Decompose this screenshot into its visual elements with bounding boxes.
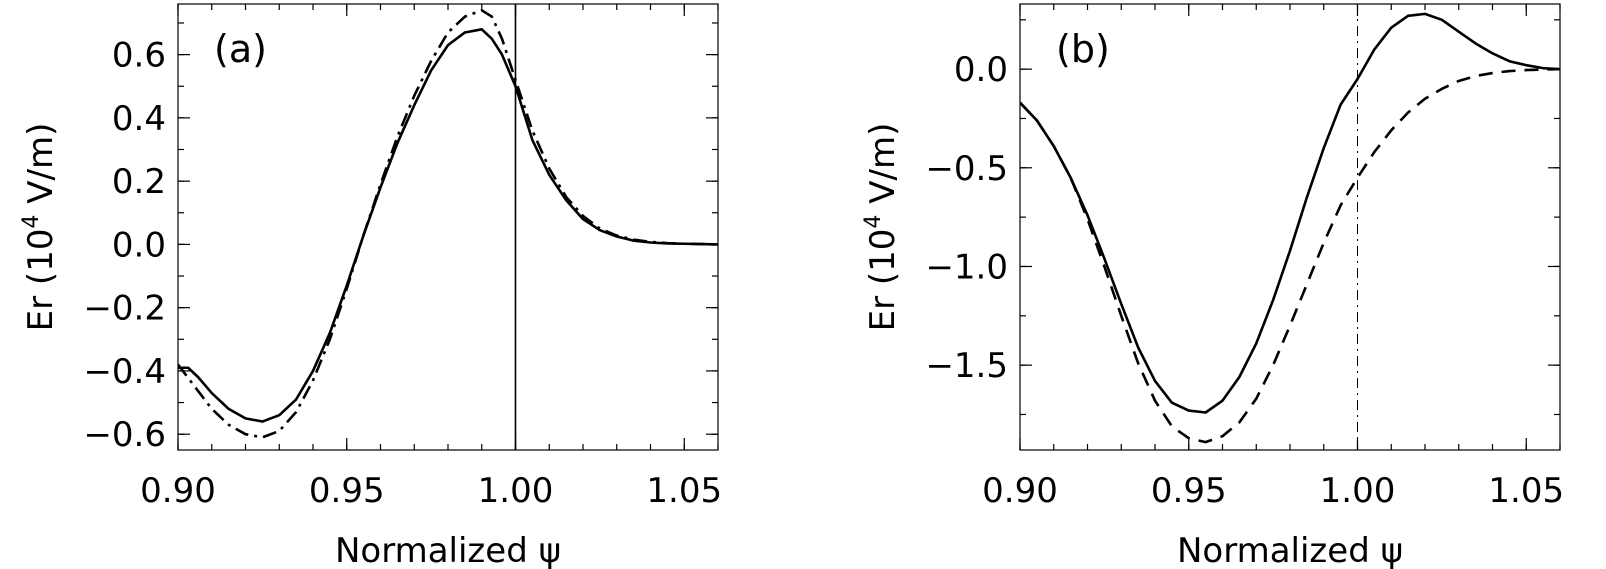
y-tick-label: −0.6 xyxy=(83,415,166,455)
x-tick-label: 0.90 xyxy=(140,471,216,511)
y-axis-title: Er (104 V/m) xyxy=(19,123,61,332)
y-tick-label: −0.2 xyxy=(83,289,166,329)
x-tick-label: 0.90 xyxy=(982,471,1058,511)
y-tick-label: 0.4 xyxy=(112,99,166,139)
x-tick-label: 1.05 xyxy=(1488,471,1564,511)
x-tick-label: 1.00 xyxy=(1320,471,1396,511)
y-tick-label: −0.4 xyxy=(83,352,166,392)
y-tick-label: −1.0 xyxy=(925,247,1008,287)
x-tick-label: 1.05 xyxy=(646,471,722,511)
y-tick-label: 0.0 xyxy=(954,50,1008,90)
y-tick-label: 0.2 xyxy=(112,162,166,202)
panel-label: (b) xyxy=(1056,27,1110,71)
x-tick-label: 1.00 xyxy=(478,471,554,511)
x-axis-title: Normalized ψ xyxy=(335,531,561,569)
series-line-solid xyxy=(1020,12,1560,414)
panel-a: 0.90 0.95 1.00 1.05 −0.6 −0.4 −0.2 0.0 0.2 0.4 0.6… xyxy=(19,3,722,569)
y-tick-label: −0.5 xyxy=(925,149,1008,189)
series-line-solid xyxy=(178,28,718,423)
series-line-dashdot xyxy=(178,9,718,439)
y-tick-label: 0.0 xyxy=(112,225,166,265)
y-tick-label: −1.5 xyxy=(925,346,1008,386)
x-tick-label: 0.95 xyxy=(1151,471,1227,511)
panel-label: (a) xyxy=(214,27,267,71)
y-axis-title: Er (104 V/m) xyxy=(861,123,903,332)
panel-b: 0.90 0.95 1.00 1.05 −1.5 −1.0 −0.5 0.0 (b) Normal… xyxy=(861,3,1564,569)
y-tick-label: 0.6 xyxy=(112,36,166,76)
series-line-dashed xyxy=(1020,67,1560,444)
x-axis-title: Normalized ψ xyxy=(1177,531,1403,569)
x-tick-label: 0.95 xyxy=(309,471,385,511)
